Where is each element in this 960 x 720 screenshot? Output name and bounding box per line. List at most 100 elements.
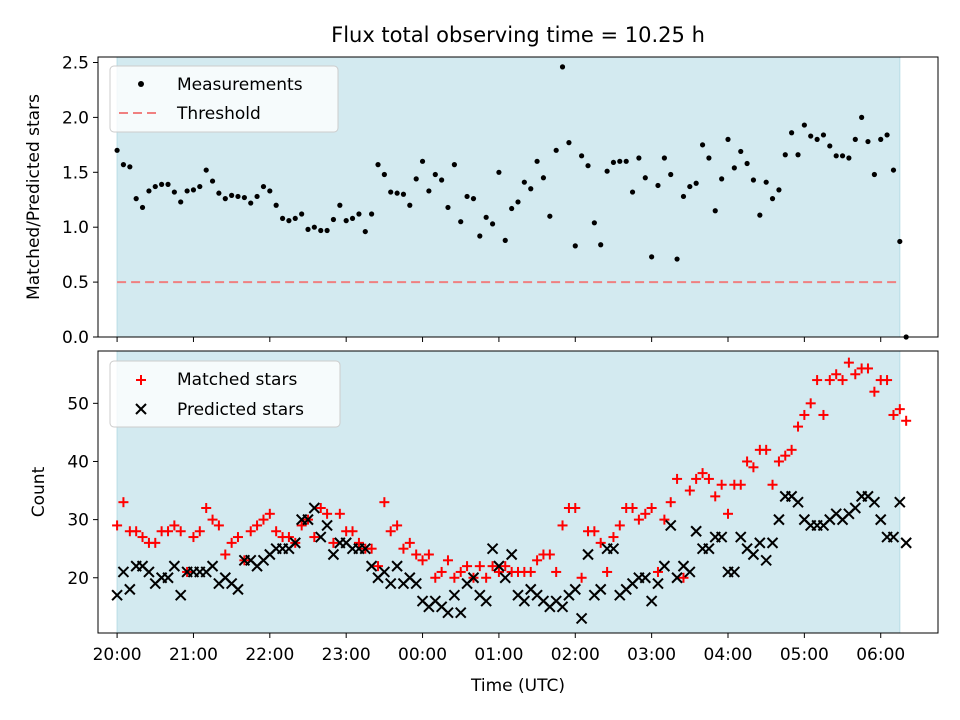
predicted-point bbox=[302, 513, 314, 526]
measurement-point bbox=[604, 168, 610, 174]
matched-point bbox=[315, 502, 326, 513]
predicted-point bbox=[391, 560, 403, 572]
measurement-point bbox=[515, 199, 521, 205]
predicted-point bbox=[518, 595, 531, 607]
measurement-point bbox=[833, 153, 839, 159]
predicted-point bbox=[792, 496, 804, 508]
matched-point bbox=[551, 566, 562, 577]
matched-point bbox=[627, 502, 638, 513]
measurement-point bbox=[744, 160, 750, 167]
measurement-point bbox=[356, 211, 362, 217]
measurement-point bbox=[305, 226, 311, 232]
measurement-point bbox=[241, 194, 247, 201]
matched-point bbox=[430, 572, 441, 583]
measurement-point bbox=[687, 183, 693, 190]
predicted-point bbox=[575, 612, 588, 625]
matched-point bbox=[481, 572, 492, 583]
matched-point bbox=[264, 508, 275, 519]
measurement-point bbox=[139, 204, 146, 211]
measurement-point bbox=[782, 152, 788, 158]
y-tick-label: 2.0 bbox=[62, 108, 89, 128]
measurement-point bbox=[470, 196, 477, 202]
predicted-point bbox=[569, 583, 581, 596]
matched-point bbox=[646, 502, 657, 513]
predicted-point bbox=[652, 577, 664, 590]
matched-point bbox=[589, 526, 600, 537]
matched-point bbox=[793, 421, 804, 432]
measurement-point bbox=[318, 227, 324, 234]
matched-point bbox=[837, 375, 848, 386]
measurement-point bbox=[655, 182, 661, 189]
y-tick-label: 50 bbox=[67, 394, 89, 414]
measurement-point bbox=[559, 64, 566, 70]
measurement-point bbox=[203, 167, 209, 173]
measurement-point bbox=[267, 188, 273, 194]
matched-point bbox=[379, 497, 390, 508]
measurement-point bbox=[668, 171, 674, 178]
predicted-point bbox=[658, 560, 671, 572]
legend-marker-predicted bbox=[135, 403, 147, 415]
matched-star-points bbox=[112, 357, 912, 583]
measurement-point bbox=[814, 136, 820, 142]
predicted-point bbox=[384, 577, 397, 590]
matched-point bbox=[112, 520, 123, 531]
matched-point bbox=[761, 444, 772, 455]
measurement-point bbox=[439, 177, 445, 183]
measurement-point bbox=[649, 254, 655, 260]
measurement-point bbox=[566, 140, 572, 146]
predicted-point bbox=[760, 554, 772, 567]
matched-point bbox=[385, 526, 396, 537]
measurement-points bbox=[114, 64, 909, 340]
matched-point bbox=[672, 473, 683, 484]
measurement-point bbox=[248, 200, 254, 206]
measurement-point bbox=[661, 155, 667, 161]
matched-point bbox=[901, 415, 912, 426]
measurement-point bbox=[795, 152, 801, 158]
predicted-point bbox=[111, 589, 123, 601]
matched-point bbox=[652, 566, 663, 577]
predicted-point bbox=[289, 537, 301, 549]
matched-point bbox=[570, 502, 581, 513]
matched-point bbox=[283, 532, 294, 543]
predicted-point bbox=[143, 566, 155, 578]
measurement-point bbox=[216, 190, 222, 196]
measurement-point bbox=[146, 188, 152, 194]
measurement-point bbox=[865, 138, 871, 145]
x-tick-label: 23:00 bbox=[322, 645, 371, 665]
measurement-point bbox=[731, 165, 737, 171]
x-tick-label: 06:00 bbox=[856, 645, 905, 665]
matched-point bbox=[894, 404, 905, 415]
bottom-legend-box bbox=[109, 360, 341, 428]
measurement-point bbox=[757, 212, 763, 218]
measurement-point bbox=[789, 130, 795, 136]
measurement-point bbox=[859, 114, 865, 120]
measurement-point bbox=[229, 192, 235, 198]
measurement-point bbox=[890, 167, 897, 173]
matched-point bbox=[882, 375, 893, 386]
bottom-x-ticks: 20:00 21:00 22:00 23:00 00:00 01:00 02:00 03:00… bbox=[93, 633, 905, 665]
measurement-point bbox=[260, 183, 267, 190]
matched-point bbox=[207, 514, 218, 525]
measurement-point bbox=[693, 180, 699, 186]
matched-point bbox=[392, 520, 403, 531]
measurement-point bbox=[419, 158, 426, 164]
predicted-point bbox=[505, 548, 518, 561]
measurement-point bbox=[178, 199, 184, 205]
measurement-point bbox=[375, 162, 381, 168]
matched-point bbox=[850, 369, 861, 380]
matched-point bbox=[271, 526, 282, 537]
x-tick-label: 02:00 bbox=[551, 645, 600, 665]
predicted-point bbox=[315, 531, 327, 543]
predicted-point bbox=[168, 560, 181, 572]
x-tick-label: 21:00 bbox=[169, 645, 218, 665]
measurement-point bbox=[553, 147, 559, 153]
matched-point bbox=[742, 456, 753, 467]
matched-point bbox=[544, 549, 555, 560]
measurement-point bbox=[114, 147, 120, 153]
measurement-point bbox=[496, 169, 502, 175]
top-y-axis-label: Matched/Predicted stars bbox=[24, 94, 44, 300]
predicted-star-points bbox=[111, 490, 912, 625]
predicted-point bbox=[442, 606, 454, 619]
matched-point bbox=[258, 514, 269, 525]
measurement-point bbox=[871, 171, 877, 178]
